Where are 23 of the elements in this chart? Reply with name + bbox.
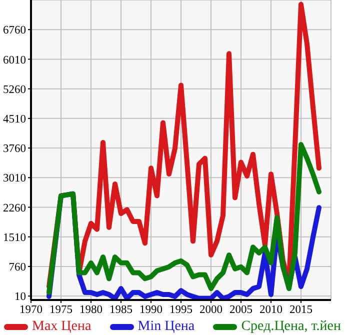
y-tick-label: 1510	[3, 232, 26, 244]
legend-label: Сред.Цена, т.йен	[240, 319, 341, 335]
x-tick-label: 1980	[80, 304, 103, 316]
x-tick-label: 2010	[260, 304, 283, 316]
y-tick-label: 10	[14, 291, 26, 304]
x-tick-label: 2000	[200, 304, 223, 316]
y-tick-label: 3760	[3, 143, 26, 156]
legend-label: Max Цена	[31, 319, 92, 335]
x-tick-label: 2005	[230, 304, 253, 316]
y-tick-label: 2260	[3, 202, 26, 214]
y-tick-label: 6760	[3, 24, 26, 37]
x-tick-label: 1995	[170, 304, 193, 316]
y-tick-label: 4510	[3, 114, 26, 126]
y-tick-label: 3010	[3, 172, 26, 185]
y-tick-label: 5260	[3, 84, 26, 96]
x-tick-label: 1990	[140, 304, 163, 316]
x-tick-label: 1985	[110, 304, 133, 316]
y-tick-label: 6010	[3, 54, 26, 66]
x-tick-label: 1975	[50, 304, 73, 316]
legend-label: Min Цена	[136, 319, 195, 335]
y-tick-label: 760	[8, 262, 26, 274]
x-tick-label: 2015	[290, 304, 313, 316]
x-tick-label: 1970	[20, 304, 43, 316]
